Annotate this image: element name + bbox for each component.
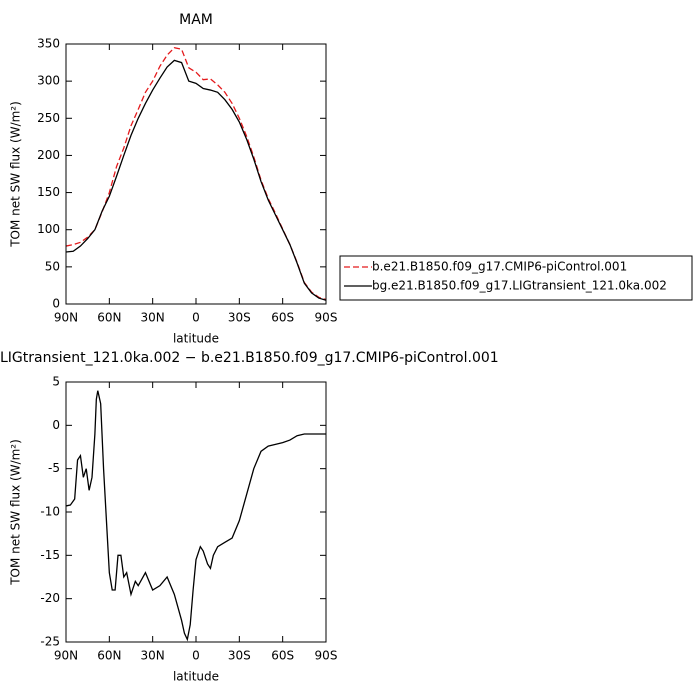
x-tick-label: 60N bbox=[97, 311, 121, 325]
chart-title: LIGtransient_121.0ka.002 − b.e21.B1850.f… bbox=[0, 350, 499, 366]
chart-title: MAM bbox=[179, 12, 213, 28]
x-tick-label: 30S bbox=[228, 649, 251, 663]
x-tick-label: 60N bbox=[97, 649, 121, 663]
y-tick-label: -10 bbox=[40, 505, 60, 519]
y-axis-label: TOM net SW flux (W/m²) bbox=[9, 439, 23, 586]
x-tick-label: 90S bbox=[315, 311, 338, 325]
legend-label: bg.e21.B1850.f09_g17.LIGtransient_121.0k… bbox=[372, 279, 667, 293]
y-tick-label: -15 bbox=[40, 548, 60, 562]
plot-frame bbox=[65, 381, 327, 643]
legend-label: b.e21.B1850.f09_g17.CMIP6-piControl.001 bbox=[372, 260, 627, 274]
data-line bbox=[65, 47, 327, 301]
x-tick-label: 30N bbox=[141, 649, 165, 663]
x-tick-label: 90N bbox=[54, 649, 78, 663]
y-tick-label: 150 bbox=[37, 185, 60, 199]
x-tick-label: 0 bbox=[192, 311, 200, 325]
y-tick-label: 5 bbox=[52, 375, 60, 389]
x-axis-label: latitude bbox=[173, 670, 219, 684]
y-tick-label: 100 bbox=[37, 222, 60, 236]
x-tick-label: 30N bbox=[141, 311, 165, 325]
y-tick-label: -25 bbox=[40, 635, 60, 649]
y-tick-label: 350 bbox=[37, 37, 60, 51]
x-tick-label: 0 bbox=[192, 649, 200, 663]
x-axis-label: latitude bbox=[173, 332, 219, 346]
y-tick-label: 250 bbox=[37, 111, 60, 125]
y-tick-label: 0 bbox=[52, 418, 60, 432]
y-axis-label: TOM net SW flux (W/m²) bbox=[9, 101, 23, 248]
x-tick-label: 60S bbox=[271, 311, 294, 325]
y-tick-label: 200 bbox=[37, 148, 60, 162]
x-tick-label: 60S bbox=[271, 649, 294, 663]
y-tick-label: 50 bbox=[45, 259, 60, 273]
legend-box bbox=[339, 255, 693, 301]
y-tick-label: -5 bbox=[48, 461, 60, 475]
data-line bbox=[65, 59, 327, 301]
x-tick-label: 90N bbox=[54, 311, 78, 325]
y-tick-label: -20 bbox=[40, 591, 60, 605]
x-tick-label: 90S bbox=[315, 649, 338, 663]
y-tick-label: 0 bbox=[52, 297, 60, 311]
data-line bbox=[65, 390, 326, 642]
y-tick-label: 300 bbox=[37, 74, 60, 88]
x-tick-label: 30S bbox=[228, 311, 251, 325]
